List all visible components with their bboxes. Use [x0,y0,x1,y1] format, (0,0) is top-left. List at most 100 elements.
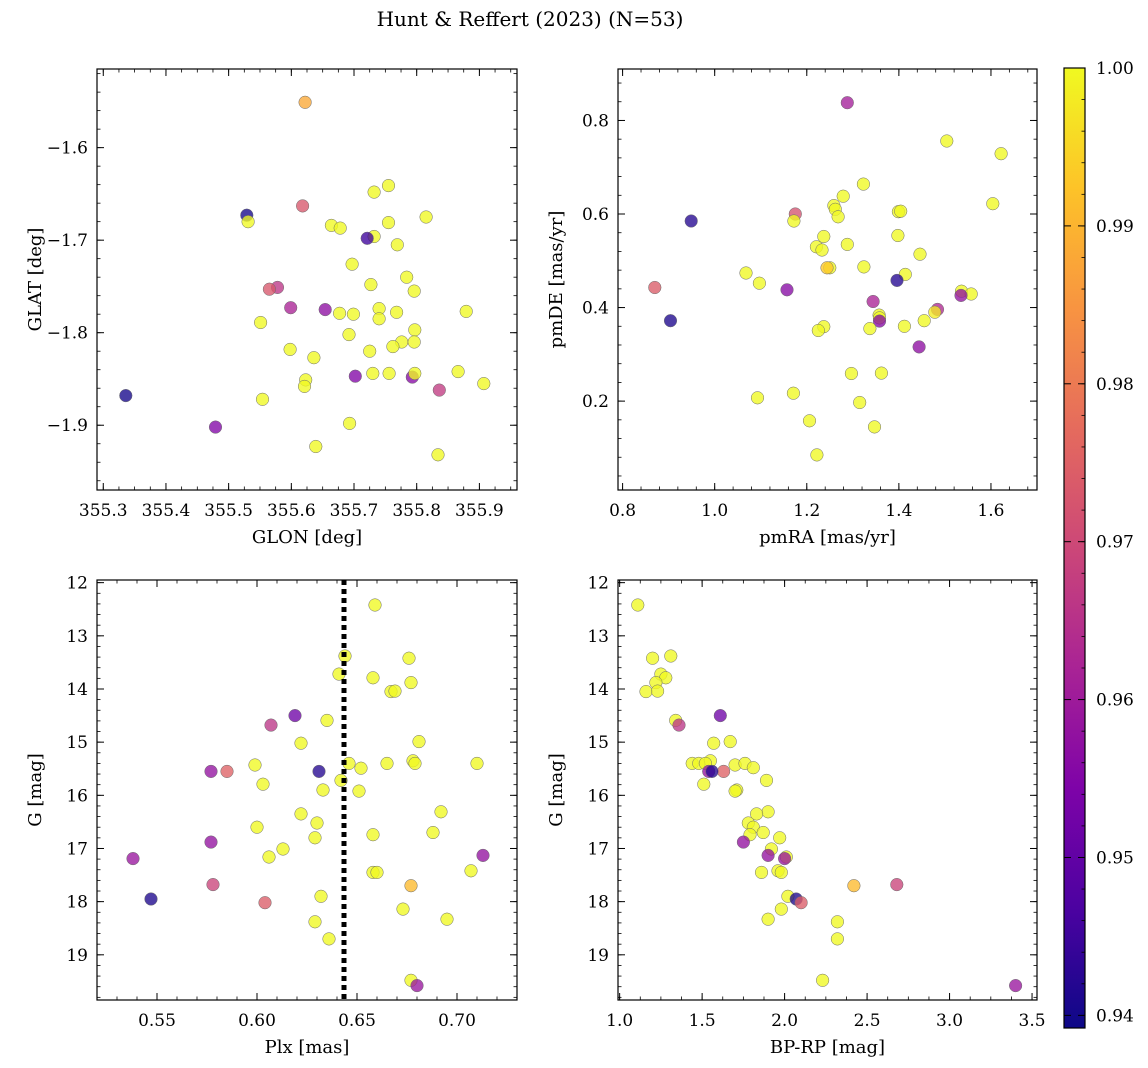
panel-plx-g: 0.55 0.60 0.65 0.70 12 13 14 15 16 17 18 19 Plx [mas… [25,574,518,1058]
scatter-point [817,229,831,244]
scatter-point [144,892,158,906]
scatter-point [354,761,368,775]
colorbar-tick-label: 0.94 [1096,1006,1134,1026]
scatter-point [345,257,359,271]
scatter-point [386,340,400,354]
axes-frame [96,68,518,491]
scatter-point [307,351,321,365]
x-tick-label: 355.8 [392,501,441,521]
scatter-point [352,784,366,798]
y-tick-label: 12 [66,574,88,594]
scatter-point [820,261,834,275]
y-tick-label: 0.6 [582,205,609,225]
scatter-point [308,915,322,929]
scatter-point [663,314,678,328]
scatter-point [697,777,711,791]
scatter-point [476,848,490,862]
scatter-point [847,879,861,893]
scatter-point [811,323,825,338]
scatter-point [372,312,386,326]
x-tick-label: 355.4 [142,501,191,521]
panel-glon-glat: 355.3 355.4 355.5 355.6 355.7 355.8 355.9 −1.9 −… [25,68,518,548]
scatter-point [754,865,769,879]
y-tick-label: 19 [587,946,609,966]
colorbar: 0.94 0.95 0.96 0.97 0.98 0.99 1.00 [1063,59,1134,1029]
colorbar-gradient [1063,67,1086,1029]
scatter-point [890,878,904,892]
ticks: 1.0 1.5 2.0 2.5 3.0 3.5 12 13 14 15 16 17 18 19 [587,574,1045,1031]
scatter-point [890,273,904,287]
scatter-point [368,598,382,612]
scatter-point [381,216,396,230]
scatter-point [426,825,440,840]
ticks: 0.8 1.0 1.2 1.4 1.6 0.2 0.4 0.6 0.8 [582,69,1037,521]
x-tick-label: 1.0 [701,501,728,521]
scatter-point [366,671,380,685]
scatter-point [739,266,753,280]
scatter-point [451,365,465,379]
x-tick-label: 355.9 [455,501,504,521]
scatter-point [402,651,416,665]
scatter-point [408,323,422,337]
scatter-point [432,383,446,397]
scatter-point [840,96,854,110]
scatter-point [363,344,377,358]
y-tick-label: 13 [66,627,88,647]
points [648,96,1008,462]
scatter-point [410,979,424,993]
scatter-point [248,758,262,772]
scatter-point [707,736,721,750]
scatter-point [810,448,824,462]
ticks: 0.55 0.60 0.65 0.70 12 13 14 15 16 17 18 19 [66,574,518,1031]
y-tick-label: 13 [587,627,609,647]
scatter-point [388,684,402,698]
scatter-point [857,260,871,274]
x-tick-label: 0.60 [238,1011,276,1031]
scatter-point [761,912,775,926]
scatter-point [294,807,308,821]
scatter-point [773,831,787,845]
scatter-point [309,439,323,454]
scatter-point [713,709,727,723]
scatter-point [220,764,234,778]
y-tick-label: 18 [66,893,88,913]
y-tick-label: 18 [587,893,609,913]
scatter-point [298,95,312,109]
y-axis-label: GLAT [deg] [25,228,46,332]
x-tick-label: 1.4 [885,501,912,521]
y-tick-label: 0.4 [582,299,609,319]
x-tick-label: 0.65 [338,1011,376,1031]
scatter-point [651,684,665,698]
x-tick-label: 3.0 [936,1011,963,1031]
y-axis-label: G [mag] [546,753,567,826]
x-tick-label: 3.5 [1019,1011,1046,1031]
scatter-point [367,185,381,199]
scatter-point [412,735,426,749]
scatter-point [262,850,276,864]
scatter-point [366,828,380,842]
scatter-point [664,649,678,663]
scatter-point [333,306,347,320]
figure-title: Hunt & Reffert (2023) (N=53) [377,7,684,31]
scatter-point [646,651,660,665]
colorbar-tick-label: 1.00 [1096,59,1134,79]
scatter-point [759,773,774,787]
scatter-point [787,214,801,228]
scatter-point [283,342,297,356]
scatter-point [320,713,334,727]
x-tick-label: 355.5 [204,501,253,521]
scatter-point [774,902,788,916]
x-axis-label: Plx [mas] [265,1037,350,1058]
scatter-point [815,243,829,257]
x-axis-label: BP-RP [mag] [770,1037,885,1058]
y-tick-label: 14 [587,680,609,700]
colorbar-tick-label: 0.98 [1096,375,1134,395]
scatter-point [334,773,348,787]
scatter-point [366,366,380,380]
x-tick-label: 0.8 [609,501,636,521]
scatter-point [631,598,645,612]
x-tick-label: 2.5 [854,1011,881,1031]
x-tick-label: 1.6 [977,501,1004,521]
scatter-point [348,369,362,383]
x-tick-label: 355.6 [267,501,316,521]
